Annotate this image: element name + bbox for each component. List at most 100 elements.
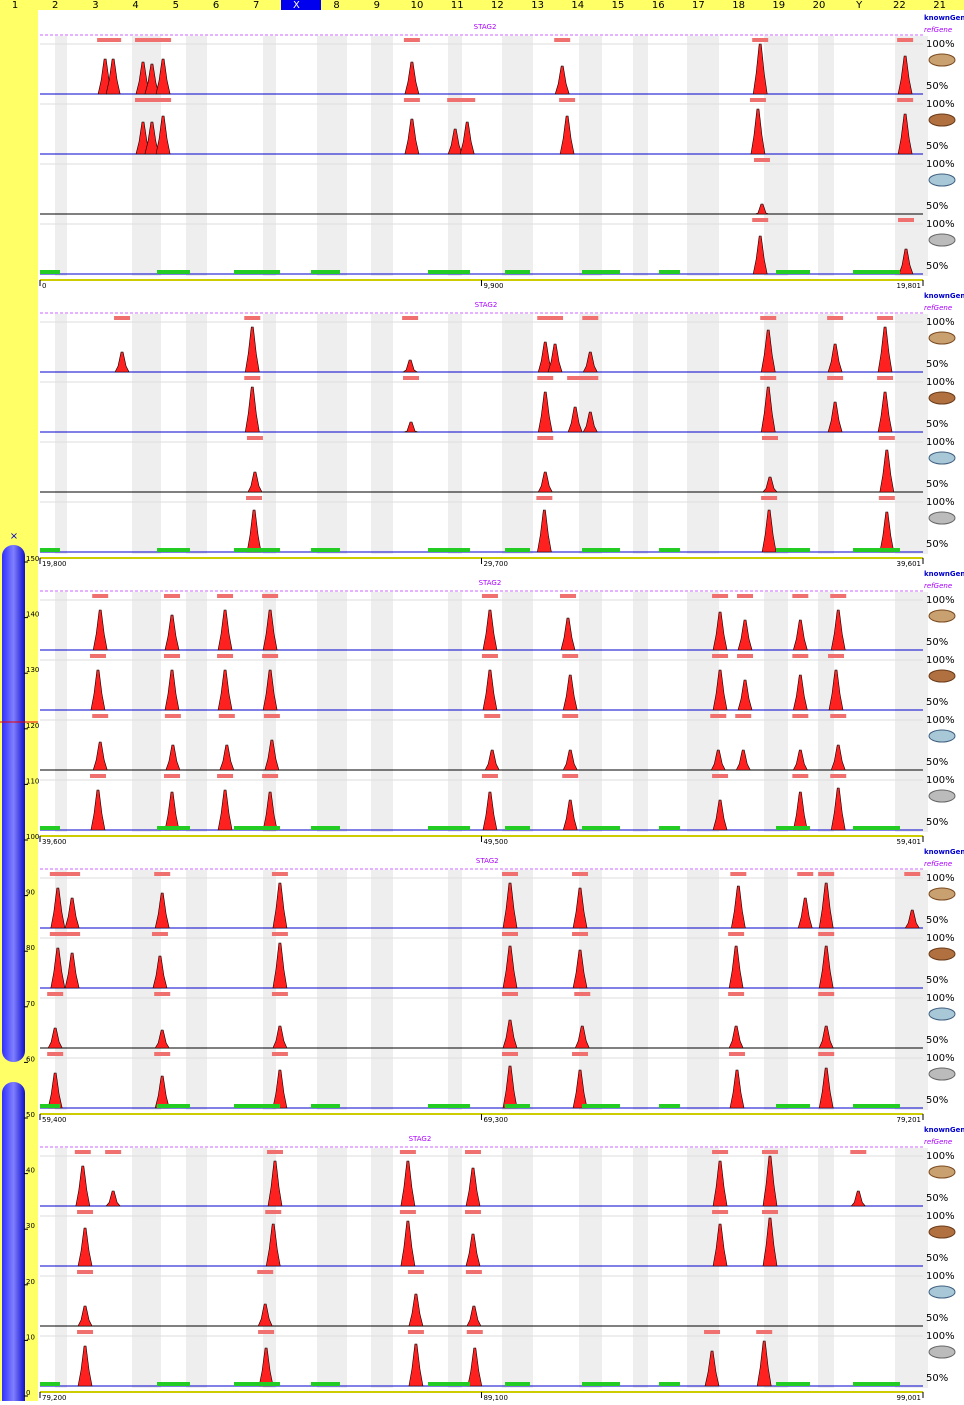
chromosome-label[interactable]: 4 [132,0,138,11]
background-band [55,1148,67,1388]
conservation-peak [154,1029,170,1049]
chromosome-label[interactable]: 1 [12,0,18,11]
conserved-block [399,1210,416,1214]
conservation-peak [877,391,893,433]
conserved-block [537,436,554,440]
conservation-peak [400,1160,416,1207]
conservation-peak [105,58,121,95]
ideogram-tick-label: 20 [26,1278,35,1286]
conserved-block [465,1150,482,1154]
chromosome-label[interactable]: 22 [893,0,906,11]
ideogram-arm [2,545,25,1062]
chromosome-label[interactable]: 5 [173,0,179,11]
identity-tick-label: 100% [926,99,955,110]
conserved-block [271,872,288,876]
conserved-block [163,774,180,778]
chromosome-label[interactable]: 10 [411,0,424,11]
exon-block [582,826,620,830]
chromosome-label[interactable]: 15 [612,0,625,11]
identity-tick-label: 100% [926,1151,955,1162]
background-band [263,36,276,276]
exon-block [428,270,470,274]
chromosome-label[interactable]: 6 [213,0,219,11]
species-icon [928,331,956,345]
chromosome-label[interactable]: 9 [374,0,380,11]
exon-block [428,548,470,552]
chromosome-label[interactable]: 7 [253,0,259,11]
x-tick-label: 39,601 [897,560,922,568]
conserved-block [537,376,554,380]
chromosome-label[interactable]: 13 [531,0,544,11]
chromosome-label[interactable]: 18 [732,0,745,11]
exon-block [311,826,340,830]
conserved-block [712,594,729,598]
ref-gene-label: refGene [924,860,952,868]
chromosome-label[interactable]: 20 [813,0,826,11]
x-tick-label: 89,100 [483,1394,508,1401]
conserved-block [265,1210,282,1214]
close-icon[interactable]: × [10,531,18,542]
conserved-block [74,1150,91,1154]
conservation-peak [752,43,768,95]
conservation-peak [752,235,768,275]
background-band [633,314,648,554]
species-icon [928,53,956,67]
conservation-peak [408,1343,424,1387]
identity-tick-label: 50% [926,1373,948,1384]
known-gene-label: knownGene [924,292,964,300]
identity-tick-label: 50% [926,479,948,490]
conservation-peak [400,1220,416,1267]
conserved-block [164,714,181,718]
identity-tick-label: 100% [926,159,955,170]
chromosome-label[interactable]: 12 [491,0,504,11]
conservation-peak [264,739,280,771]
chromosome-label[interactable]: 17 [692,0,705,11]
background-band [132,314,161,554]
chromosome-label[interactable]: 8 [333,0,339,11]
conservation-peak [818,1025,834,1049]
chromosome-label[interactable]: 3 [92,0,98,11]
chromosome-label[interactable]: 2 [52,0,58,11]
gene-label: STAG2 [474,23,497,31]
exon-block [157,270,190,274]
conserved-block [402,316,419,320]
conservation-peak [257,1303,273,1327]
identity-tick-label: 50% [926,1193,948,1204]
background-band [687,870,719,1110]
background-band [317,592,347,832]
background-band [186,314,207,554]
conserved-block [502,1052,519,1056]
conserved-block [403,376,420,380]
chromosome-label[interactable]: 16 [652,0,665,11]
species-icon [928,451,956,465]
x-tick-label: 39,600 [42,838,67,846]
background-band [687,36,719,276]
conserved-block [262,654,279,658]
exon-block [234,1382,280,1386]
chromosome-label[interactable]: Y [855,0,863,11]
conservation-peak [484,749,500,771]
ideogram-tick-label: 140 [26,611,39,619]
conserved-block [403,98,420,102]
conserved-block [712,1210,729,1214]
chromosome-label[interactable]: 14 [571,0,584,11]
exon-block [582,1104,620,1108]
chromosome-label[interactable]: 11 [451,0,464,11]
conserved-block [403,38,420,42]
background-band [132,36,161,276]
conserved-block [827,654,844,658]
conservation-peak [219,744,235,771]
selected-chromosome [281,0,321,10]
chromosome-label[interactable]: 19 [772,0,785,11]
conservation-peak [879,449,895,493]
background-band [186,870,207,1110]
conserved-block [537,316,554,320]
x-tick-label: 59,400 [42,1116,67,1124]
conserved-block [154,872,171,876]
background-band [132,1148,161,1388]
identity-tick-label: 100% [926,317,955,328]
chromosome-label[interactable]: 21 [933,0,946,11]
conserved-block [246,496,263,500]
chromosome-label[interactable]: X [293,0,300,11]
background-band [764,592,788,832]
